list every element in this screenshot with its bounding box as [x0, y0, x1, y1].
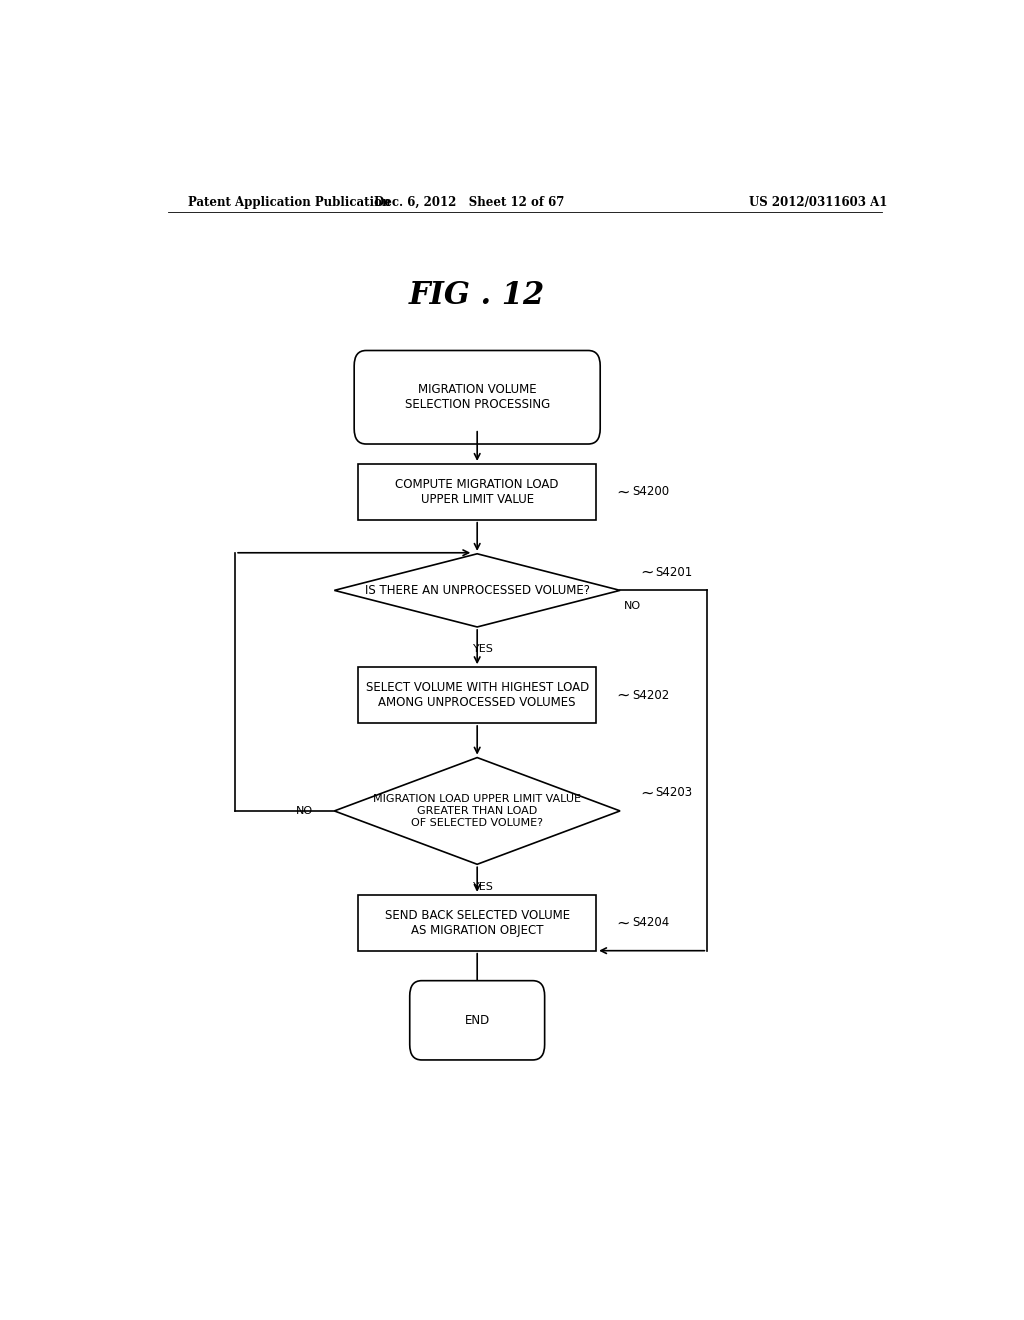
Text: MIGRATION VOLUME
SELECTION PROCESSING: MIGRATION VOLUME SELECTION PROCESSING: [404, 383, 550, 412]
Text: FIG . 12: FIG . 12: [409, 280, 546, 312]
Polygon shape: [334, 554, 620, 627]
Bar: [358, 895, 596, 950]
Text: S4201: S4201: [655, 565, 693, 578]
Text: END: END: [465, 1014, 489, 1027]
FancyBboxPatch shape: [354, 351, 600, 444]
Text: IS THERE AN UNPROCESSED VOLUME?: IS THERE AN UNPROCESSED VOLUME?: [365, 583, 590, 597]
Text: YES: YES: [473, 644, 494, 655]
Text: SELECT VOLUME WITH HIGHEST LOAD
AMONG UNPROCESSED VOLUMES: SELECT VOLUME WITH HIGHEST LOAD AMONG UN…: [366, 681, 589, 709]
Text: MIGRATION LOAD UPPER LIMIT VALUE
GREATER THAN LOAD
OF SELECTED VOLUME?: MIGRATION LOAD UPPER LIMIT VALUE GREATER…: [373, 795, 582, 828]
Polygon shape: [334, 758, 620, 865]
Text: ~: ~: [616, 484, 630, 499]
Text: YES: YES: [473, 882, 494, 891]
Text: S4204: S4204: [632, 916, 670, 929]
Bar: [358, 463, 596, 520]
Text: SEND BACK SELECTED VOLUME
AS MIGRATION OBJECT: SEND BACK SELECTED VOLUME AS MIGRATION O…: [385, 908, 569, 937]
Text: S4202: S4202: [632, 689, 670, 701]
Text: ~: ~: [640, 785, 653, 800]
Text: Patent Application Publication: Patent Application Publication: [187, 195, 390, 209]
Text: Dec. 6, 2012   Sheet 12 of 67: Dec. 6, 2012 Sheet 12 of 67: [374, 195, 564, 209]
Text: COMPUTE MIGRATION LOAD
UPPER LIMIT VALUE: COMPUTE MIGRATION LOAD UPPER LIMIT VALUE: [395, 478, 559, 506]
Bar: [358, 667, 596, 723]
Text: S4203: S4203: [655, 787, 693, 799]
Text: ~: ~: [616, 688, 630, 702]
Text: S4200: S4200: [632, 486, 669, 498]
Text: ~: ~: [640, 565, 653, 579]
Text: US 2012/0311603 A1: US 2012/0311603 A1: [750, 195, 888, 209]
Text: NO: NO: [624, 601, 641, 611]
Text: NO: NO: [296, 807, 312, 816]
Text: ~: ~: [616, 915, 630, 931]
FancyBboxPatch shape: [410, 981, 545, 1060]
